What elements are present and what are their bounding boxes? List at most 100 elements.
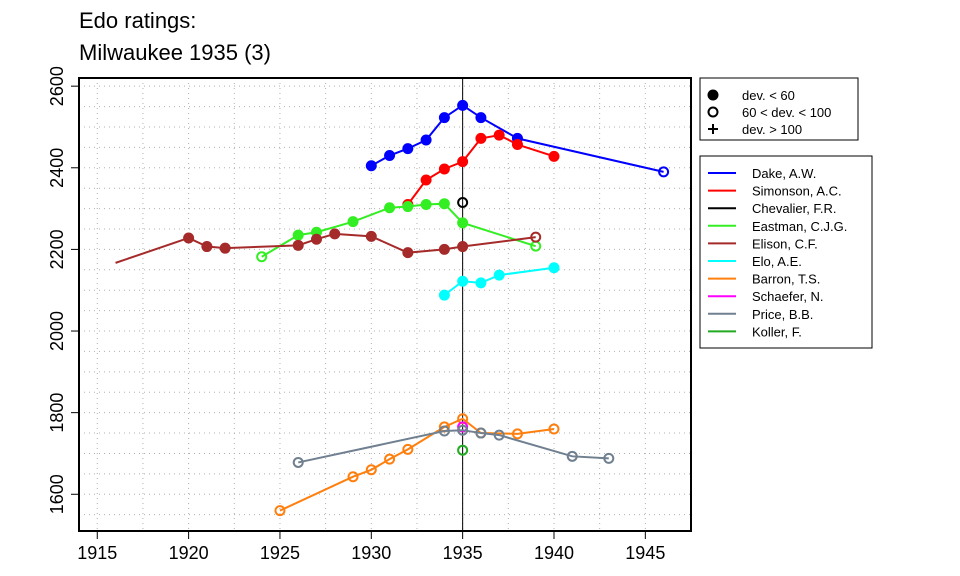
series-chevalier-f-r <box>457 196 469 208</box>
x-tick-label: 1940 <box>534 543 574 563</box>
marker-legend-label: dev. < 60 <box>742 88 795 103</box>
data-point <box>420 174 432 186</box>
data-point <box>365 230 377 242</box>
data-point <box>274 505 286 517</box>
data-point <box>530 231 542 243</box>
series-legend: Dake, A.W. Simonson, A.C. Chevalier, F.R. E… <box>699 155 873 349</box>
data-point <box>493 429 505 441</box>
data-point <box>658 166 670 178</box>
chart-title-line-2: Milwaukee 1935 (3) <box>79 40 271 65</box>
series-elo-a-e <box>438 262 560 301</box>
marker-legend-label: dev. > 100 <box>742 122 802 137</box>
marker-legend-box <box>699 77 859 141</box>
data-point <box>548 423 560 435</box>
data-point <box>292 229 304 241</box>
marker-legend-symbol <box>707 106 719 118</box>
series-legend-label: Chevalier, F.R. <box>752 201 837 216</box>
data-point <box>438 425 450 437</box>
data-point <box>457 424 469 436</box>
series-legend-label: Simonson, A.C. <box>752 184 842 199</box>
data-point <box>365 464 377 476</box>
data-point <box>457 421 469 433</box>
data-point <box>457 196 469 208</box>
data-point <box>475 112 487 124</box>
series-dake-a-w <box>365 99 670 178</box>
series-eastman-c-j-g <box>256 198 542 263</box>
data-point <box>511 428 523 440</box>
series-legend-label: Schaefer, N. <box>752 289 824 304</box>
data-point <box>457 444 469 456</box>
series-legend-label: Eastman, C.J.G. <box>752 219 847 234</box>
y-tick-label: 2600 <box>47 66 67 106</box>
marker-legend-symbol <box>707 89 719 101</box>
plot-frame <box>78 77 692 532</box>
data-point <box>347 216 359 228</box>
data-point <box>511 139 523 151</box>
data-point <box>256 251 268 263</box>
data-point <box>493 269 505 281</box>
data-point <box>438 198 450 210</box>
data-point <box>329 228 341 240</box>
data-point <box>438 289 450 301</box>
series-legend-label: Koller, F. <box>752 324 802 339</box>
x-tick-label: 1925 <box>260 543 300 563</box>
data-point <box>347 471 359 483</box>
series-line <box>279 417 555 512</box>
data-point <box>603 452 615 464</box>
series-legend-label: Elison, C.F. <box>752 236 818 251</box>
series-legend-box <box>699 155 873 349</box>
data-point <box>365 160 377 172</box>
data-point <box>566 450 578 462</box>
marker-legend-label: 60 < dev. < 100 <box>742 105 831 120</box>
x-tick-label: 1915 <box>77 543 117 563</box>
data-point <box>219 242 231 254</box>
series-koller-f <box>457 444 469 456</box>
axes: 1915 1920 1925 1930 1935 1940 1945 1600 1800 2000… <box>47 66 665 563</box>
y-tick-label: 1800 <box>47 393 67 433</box>
data-point <box>475 132 487 144</box>
data-point <box>402 247 414 259</box>
x-tick-label: 1930 <box>351 543 391 563</box>
data-point <box>402 201 414 213</box>
data-point <box>292 239 304 251</box>
marker-legend-symbol <box>708 124 718 134</box>
data-point <box>420 134 432 146</box>
data-point <box>384 453 396 465</box>
series-schaefer-n <box>457 421 469 433</box>
data-point <box>438 112 450 124</box>
data-point <box>420 199 432 211</box>
data-point <box>457 275 469 287</box>
series-line <box>261 202 537 258</box>
data-point <box>438 163 450 175</box>
x-tick-label: 1935 <box>443 543 483 563</box>
data-point <box>438 243 450 255</box>
x-tick-label: 1945 <box>625 543 665 563</box>
series-legend-label: Price, B.B. <box>752 307 813 322</box>
data-point <box>384 202 396 214</box>
series-legend-label: Dake, A.W. <box>752 166 816 181</box>
series-barron-t-s <box>274 413 560 517</box>
data-point <box>310 233 322 245</box>
series-legend-label: Barron, T.S. <box>752 272 820 287</box>
data-point <box>457 156 469 168</box>
data-point <box>457 99 469 111</box>
series-price-b-b <box>292 424 615 468</box>
series-line <box>298 429 609 464</box>
data-point <box>457 241 469 253</box>
series-layer <box>115 99 670 517</box>
marker-legend: dev. < 60 60 < dev. < 100 dev. > 100 <box>699 77 859 141</box>
x-tick-label: 1920 <box>169 543 209 563</box>
y-tick-label: 1600 <box>47 474 67 514</box>
series-elison-c-f <box>115 228 542 264</box>
data-point <box>548 262 560 274</box>
data-point <box>475 427 487 439</box>
data-point <box>384 150 396 162</box>
data-point <box>475 277 487 289</box>
data-point <box>493 129 505 141</box>
series-line <box>407 134 555 206</box>
series-legend-label: Elo, A.E. <box>752 254 802 269</box>
y-tick-label: 2400 <box>47 148 67 188</box>
y-tick-label: 2000 <box>47 311 67 351</box>
data-point <box>183 232 195 244</box>
